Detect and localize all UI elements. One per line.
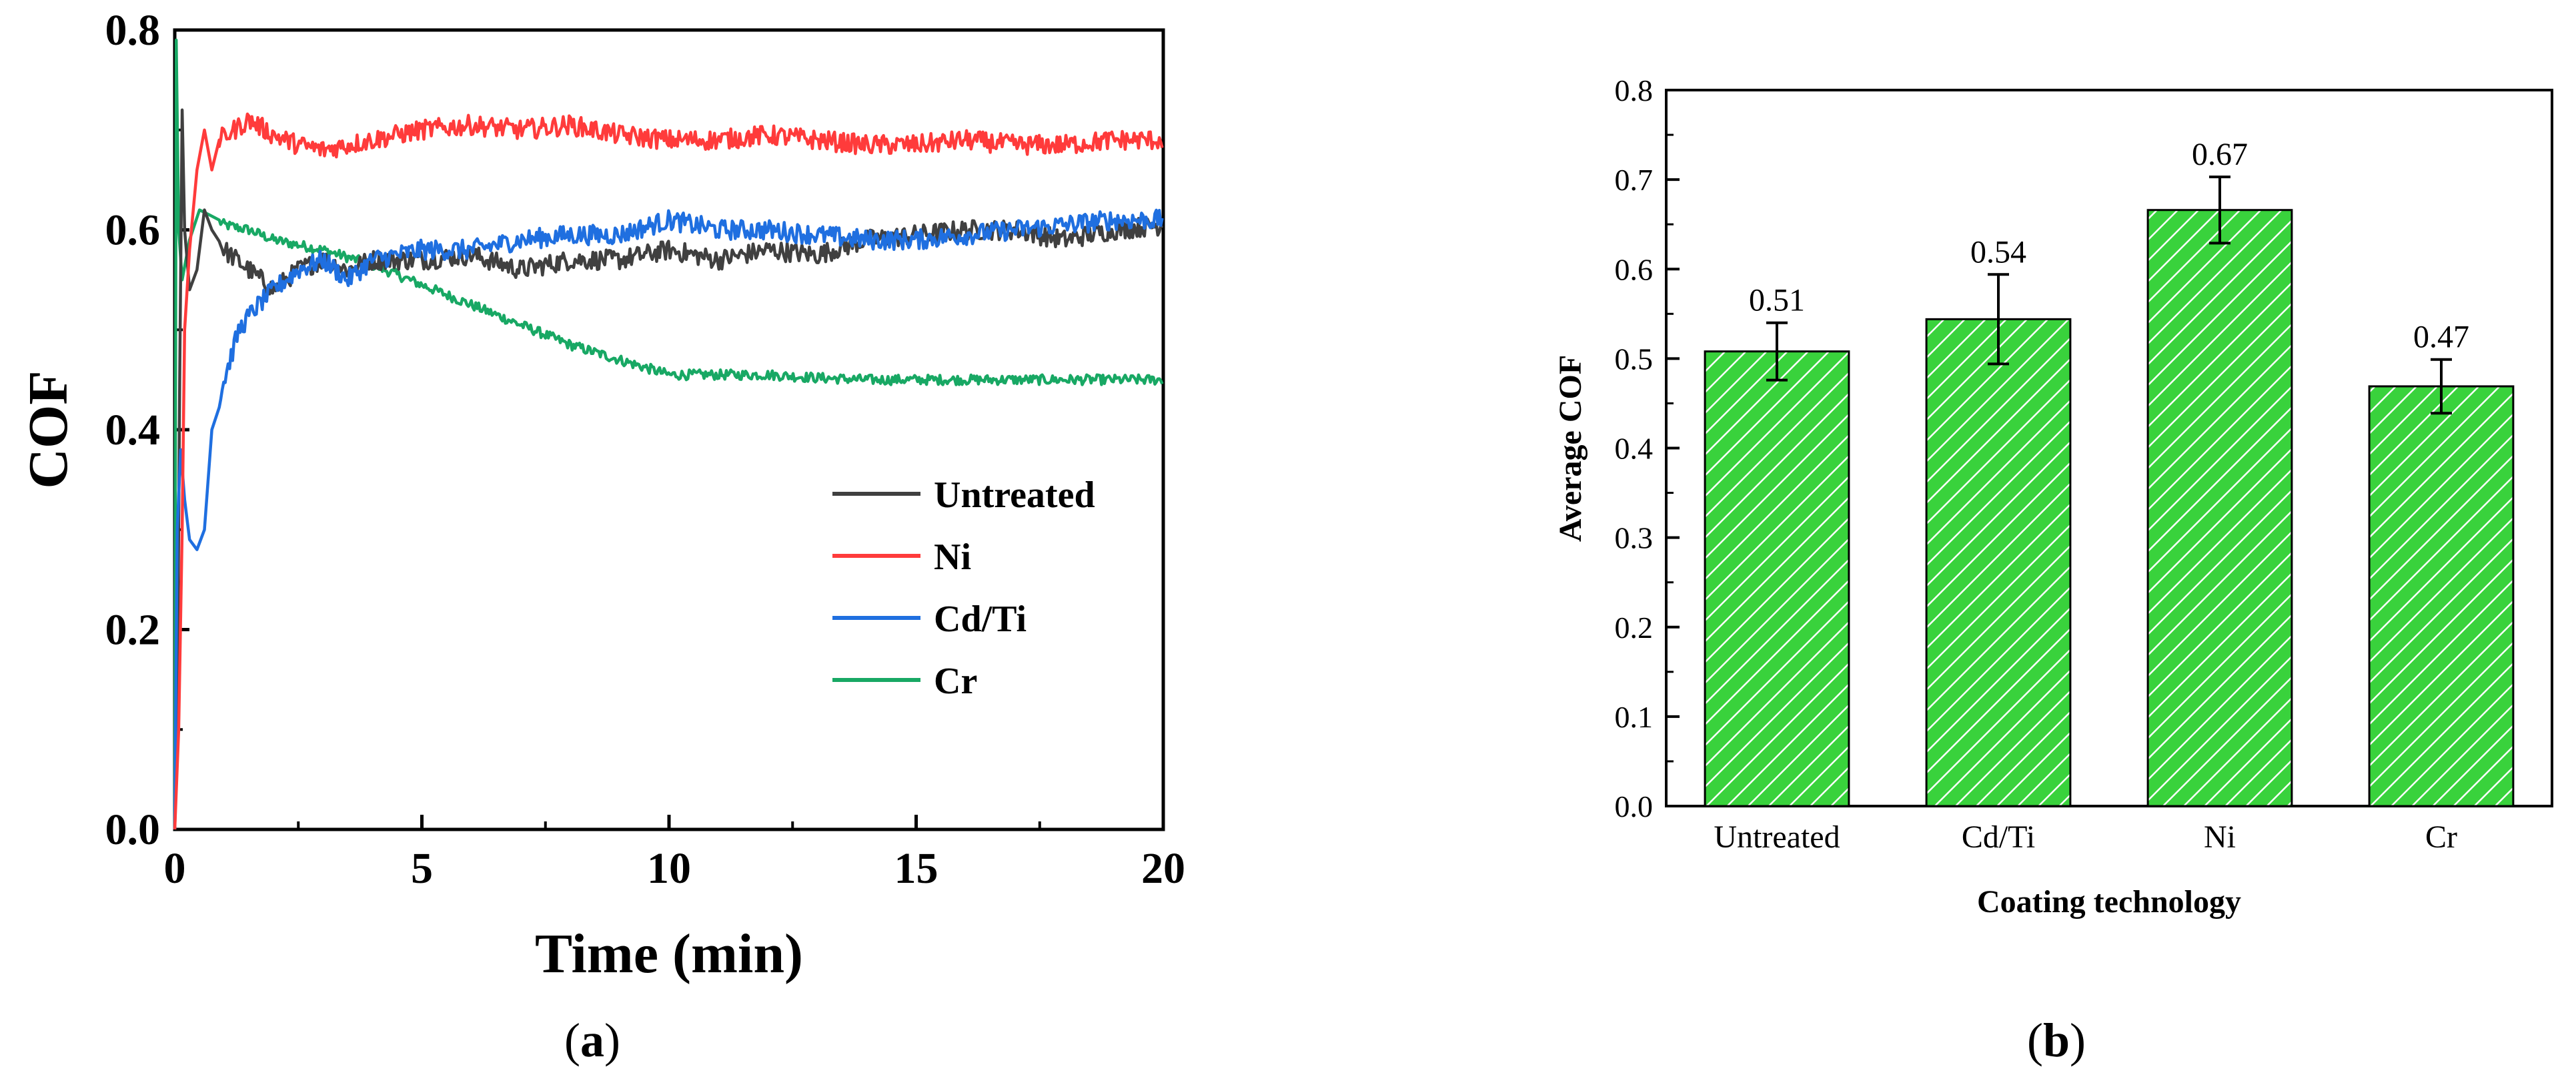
x-tick-label-a: 10 (647, 844, 691, 893)
y-tick-label-a: 0.8 (105, 6, 161, 55)
y-tick-label-a: 0.6 (105, 206, 161, 255)
x-tick-label-b: Cd/Ti (1962, 819, 2035, 855)
y-tick-label-b: 0.7 (1615, 163, 1654, 197)
series-line-cdti (173, 208, 1164, 830)
y-tick-label-b: 0.1 (1615, 700, 1654, 734)
panel-caption-a: (a) (564, 1014, 620, 1067)
y-tick-label-b: 0.0 (1615, 789, 1654, 823)
series-lines-a (173, 38, 1164, 830)
series-line-ni (173, 112, 1164, 830)
x-tick-label-a: 5 (411, 844, 433, 893)
bar-cdti (1925, 318, 2072, 807)
x-tick-label-a: 20 (1141, 844, 1185, 893)
y-tick-label-b: 0.6 (1615, 252, 1654, 286)
y-axis-title-a: COF (17, 370, 79, 488)
legend-label: Cr (934, 661, 977, 702)
data-label: 0.67 (2192, 137, 2248, 172)
x-tick-label-a: 15 (894, 844, 938, 893)
y-tick-label-a: 0.4 (105, 406, 161, 454)
bar-untreated (1704, 350, 1850, 807)
y-tick-label-b: 0.4 (1615, 432, 1654, 466)
panel-caption-b: (b) (2027, 1014, 2086, 1067)
y-tick-label-b: 0.3 (1615, 521, 1654, 555)
x-tick-label-b: Cr (2425, 819, 2457, 855)
axis-ticks-a: 0 5 10 15 20 0.0 0.2 0.4 0.6 0.8 (105, 6, 1186, 893)
y-tick-label-b: 0.8 (1615, 73, 1654, 107)
panel-a-line-chart: 0 5 10 15 20 0.0 0.2 0.4 0.6 0.8 Time (min) COF U… (17, 6, 1185, 1067)
x-tick-label-b: Untreated (1714, 819, 1840, 855)
legend-label: Untreated (934, 474, 1095, 516)
axis-ticks-b: 0.0 0.1 0.2 0.3 0.4 0.5 0.6 0.7 0.8 Untreated Cd/T… (1615, 73, 2458, 855)
data-label: 0.51 (1749, 283, 1805, 318)
bar-ni (2146, 209, 2293, 807)
x-axis-title-a: Time (min) (535, 923, 803, 985)
bars-b: 0.51 0.54 0.67 0.47 (1704, 137, 2515, 807)
y-axis-title-b: Average COF (1553, 355, 1588, 542)
x-tick-label-a: 0 (164, 844, 186, 893)
y-tick-label-b: 0.5 (1615, 342, 1654, 376)
x-axis-title-b: Coating technology (1977, 884, 2241, 920)
legend-label: Cd/Ti (934, 599, 1027, 640)
series-line-cr (173, 38, 1164, 830)
data-label: 0.54 (1970, 234, 2026, 270)
x-tick-label-b: Ni (2204, 819, 2236, 855)
legend-a: Untreated Ni Cd/Ti Cr (832, 474, 1095, 702)
bar-cr (2368, 385, 2515, 807)
panel-b-bar-chart: 0.0 0.1 0.2 0.3 0.4 0.5 0.6 0.7 0.8 Untreated Cd/T… (1553, 73, 2553, 1067)
data-label: 0.47 (2413, 320, 2469, 355)
y-tick-label-a: 0.0 (105, 805, 161, 854)
legend-label: Ni (934, 536, 971, 578)
y-tick-label-a: 0.2 (105, 606, 161, 655)
y-tick-label-b: 0.2 (1615, 611, 1654, 645)
